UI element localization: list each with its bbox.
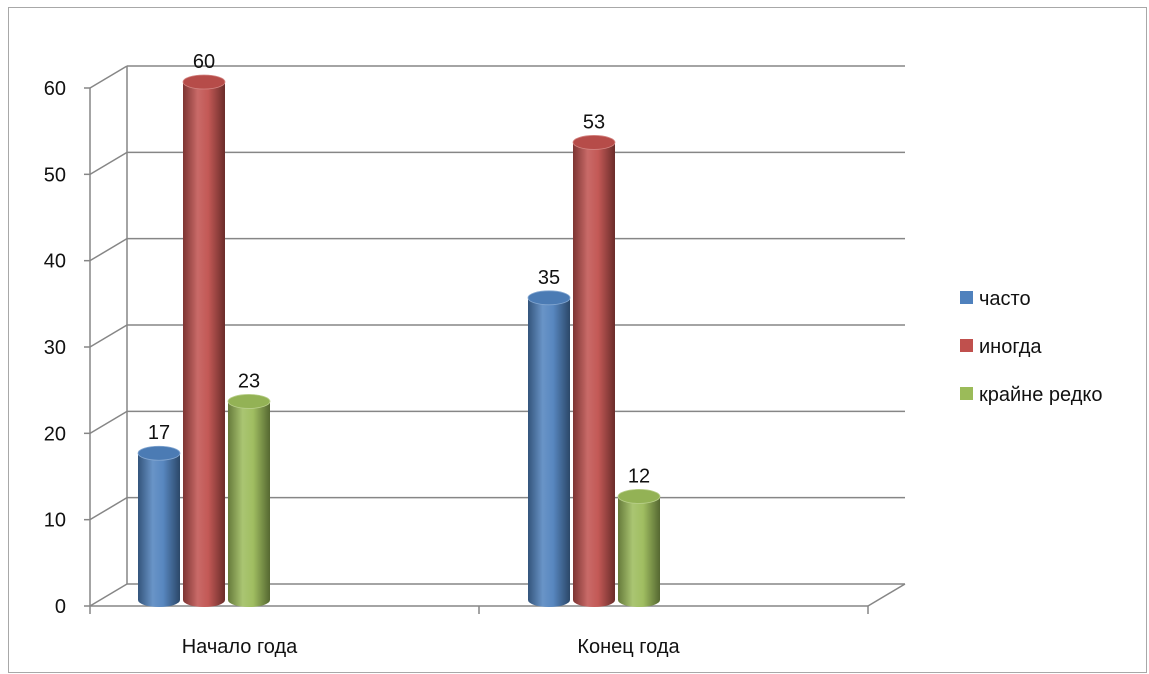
bar-top: [227, 394, 271, 409]
bar-top: [572, 135, 616, 150]
y-tick-label: 20: [44, 423, 66, 445]
bar-body: [228, 401, 270, 607]
bar-top: [182, 74, 226, 90]
legend-item: крайне редко: [960, 384, 1102, 406]
x-tick-label: Начало года: [182, 636, 298, 658]
x-axis-ticks: Начало года Конец года: [89, 606, 869, 658]
y-tick-label: 60: [44, 78, 66, 100]
bar-top: [617, 488, 661, 504]
y-tick-label: 50: [44, 164, 66, 186]
gridline-side: [89, 238, 128, 262]
y-tick-label: 10: [44, 510, 66, 532]
legend: часто иногда крайне редко: [960, 288, 1102, 406]
gridline-side: [89, 583, 128, 607]
legend-label: крайне редко: [979, 384, 1102, 406]
bar-body: [528, 297, 570, 607]
gridline-side: [89, 65, 128, 89]
data-label: 12: [628, 465, 650, 487]
gridline-side: [89, 151, 128, 175]
bars: [137, 74, 661, 607]
bar-крайне-редко: [227, 394, 271, 607]
data-label: 35: [538, 267, 560, 289]
data-label: 53: [583, 111, 605, 133]
gridline-side: [89, 497, 128, 521]
bar-top: [527, 290, 571, 306]
bar-body: [138, 453, 180, 607]
bar-иногда: [182, 74, 226, 607]
data-labels: 17 60 23 35 53 12: [148, 51, 650, 487]
legend-label: часто: [979, 288, 1031, 310]
legend-item: часто: [960, 288, 1031, 310]
y-tick-label: 30: [44, 337, 66, 359]
data-label: 23: [238, 370, 260, 392]
legend-label: иногда: [979, 336, 1042, 358]
x-tick-label: Конец года: [577, 636, 680, 658]
bar-body: [573, 142, 615, 607]
legend-item: иногда: [960, 336, 1042, 358]
data-label: 60: [193, 51, 215, 73]
bar-крайне-редко: [617, 488, 661, 607]
data-label: 17: [148, 422, 170, 444]
y-tick-label: 40: [44, 251, 66, 273]
floor-right-edge: [867, 583, 906, 607]
legend-swatch: [960, 339, 973, 352]
bar-часто: [527, 290, 571, 607]
y-axis-ticks: 0 10 20 30 40 50 60: [44, 78, 66, 618]
bar-body: [618, 496, 660, 607]
gridline-side: [89, 410, 128, 434]
bar-body: [183, 82, 225, 607]
bar-часто: [137, 445, 181, 607]
legend-swatch: [960, 291, 973, 304]
bar-top: [137, 445, 181, 461]
y-tick-label: 0: [55, 596, 66, 618]
bar-иногда: [572, 135, 616, 607]
legend-swatch: [960, 387, 973, 400]
gridline-side: [89, 324, 128, 348]
